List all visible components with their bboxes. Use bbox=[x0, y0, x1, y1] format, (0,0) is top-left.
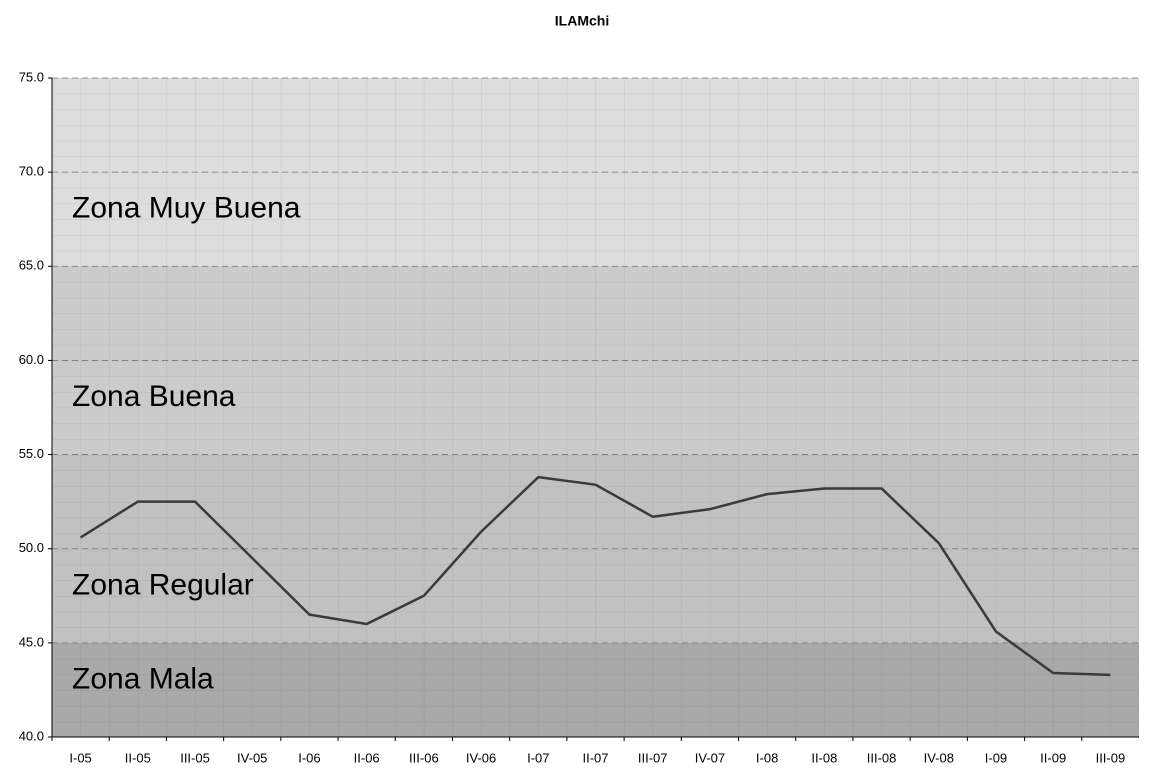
chart-title: ILAMchi bbox=[555, 13, 609, 29]
x-tick-label: I-07 bbox=[527, 750, 549, 765]
x-tick-label: I-05 bbox=[69, 750, 91, 765]
y-tick-label: 40.0 bbox=[19, 728, 44, 743]
y-tick-label: 65.0 bbox=[19, 258, 44, 273]
series-line bbox=[79, 475, 1111, 677]
zone-label: Zona Regular bbox=[72, 568, 254, 601]
x-tick-label: I-09 bbox=[985, 750, 1007, 765]
x-tick-label: IV-05 bbox=[237, 750, 267, 765]
y-tick-label: 75.0 bbox=[19, 69, 44, 84]
x-tick-label: II-08 bbox=[811, 750, 837, 765]
zone-label: Zona Muy Buena bbox=[72, 192, 301, 225]
x-tick-label: III-05 bbox=[180, 750, 210, 765]
minor-grid bbox=[52, 78, 1139, 737]
x-tick-label: II-07 bbox=[582, 750, 608, 765]
y-tick-label: 50.0 bbox=[19, 540, 44, 555]
zone-label: Zona Mala bbox=[72, 662, 214, 695]
x-tick-label: IV-06 bbox=[466, 750, 496, 765]
x-tick-label: III-08 bbox=[867, 750, 897, 765]
x-tick-label: IV-07 bbox=[695, 750, 725, 765]
x-tick-label: III-07 bbox=[638, 750, 668, 765]
x-tick-label: IV-08 bbox=[924, 750, 954, 765]
y-tick-label: 60.0 bbox=[19, 352, 44, 367]
y-tick-label: 45.0 bbox=[19, 634, 44, 649]
x-tick-label: I-08 bbox=[756, 750, 778, 765]
x-tick-label: II-06 bbox=[354, 750, 380, 765]
x-tick-label: II-05 bbox=[125, 750, 151, 765]
x-tick-label: I-06 bbox=[298, 750, 320, 765]
x-tick-label: II-09 bbox=[1040, 750, 1066, 765]
y-tick-label: 70.0 bbox=[19, 164, 44, 179]
x-tick-label: III-06 bbox=[409, 750, 439, 765]
x-tick-label: III-09 bbox=[1096, 750, 1126, 765]
zone-label: Zona Buena bbox=[72, 380, 236, 413]
y-tick-label: 55.0 bbox=[19, 446, 44, 461]
